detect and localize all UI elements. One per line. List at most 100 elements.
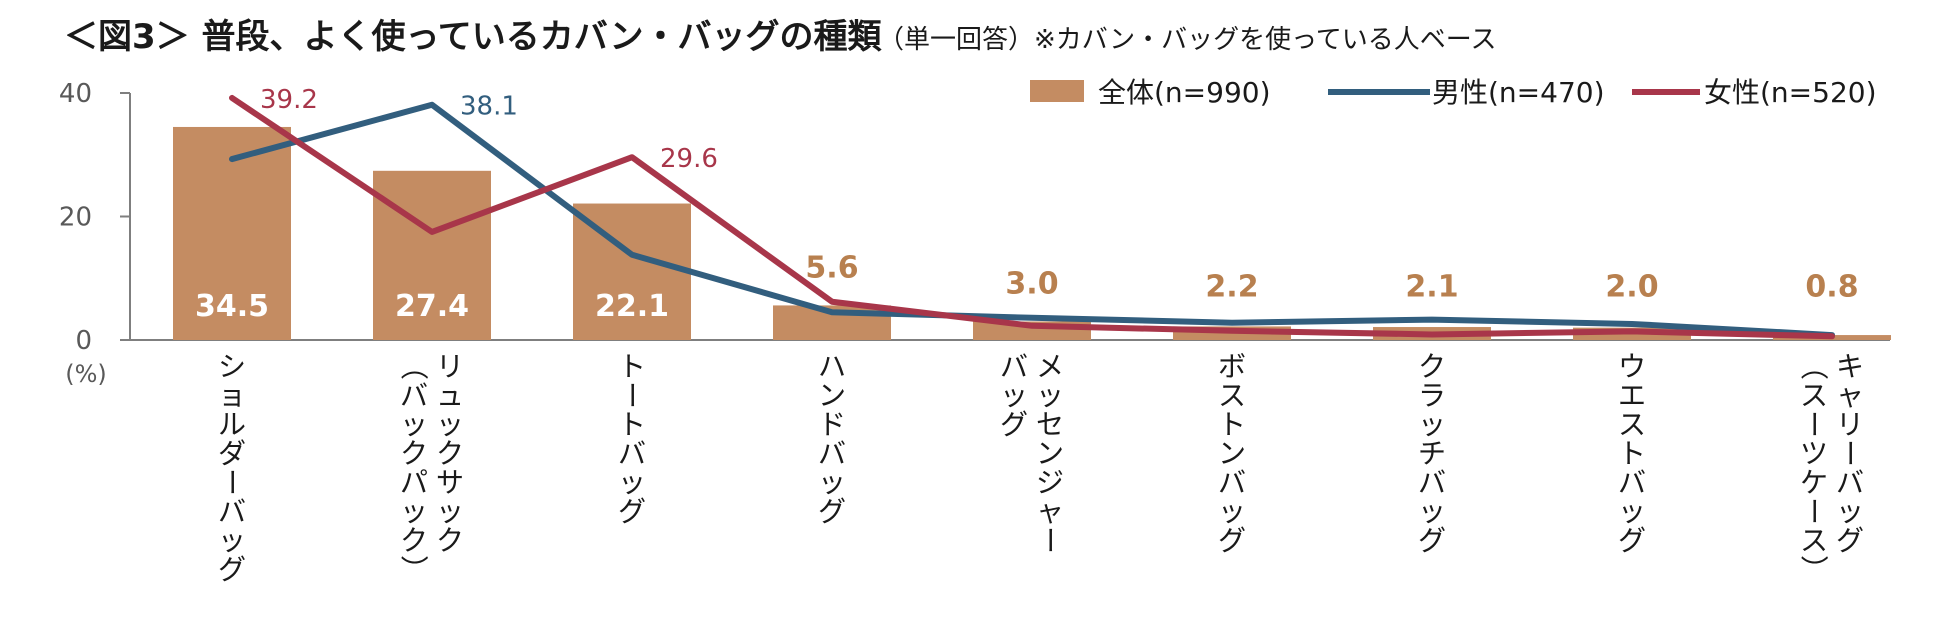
category-label-char: ク bbox=[436, 437, 464, 470]
category-label-char: ッ bbox=[436, 495, 464, 528]
category-label-char: ） bbox=[1797, 555, 1830, 583]
category-label-char: ー bbox=[1833, 439, 1866, 467]
category-label-char: グ bbox=[818, 495, 846, 528]
category-label-char: シ bbox=[218, 350, 246, 383]
data-label-total: 5.6 bbox=[805, 250, 858, 285]
category-label-char: ッ bbox=[618, 466, 646, 499]
category-label-char: グ bbox=[1418, 524, 1446, 557]
data-label-total: 2.2 bbox=[1205, 270, 1258, 305]
category-label-char: ク bbox=[400, 437, 428, 470]
category-label-char: ト bbox=[1218, 408, 1246, 441]
category-label-char: ト bbox=[1618, 437, 1646, 470]
data-label-total: 2.1 bbox=[1405, 270, 1458, 305]
category-label-char: ス bbox=[1218, 379, 1246, 412]
data-label-total: 22.1 bbox=[595, 289, 669, 324]
category-label-char: （ bbox=[397, 352, 430, 380]
category-label-char: ク bbox=[1418, 350, 1446, 383]
legend-label-total: 全体(n=990) bbox=[1098, 76, 1271, 109]
category-label-char: ス bbox=[1618, 408, 1646, 441]
category-label-char: （ bbox=[1797, 352, 1830, 380]
category-label-char: ト bbox=[618, 350, 646, 383]
category-label-char: ッ bbox=[1036, 379, 1064, 412]
legend-label-male: 男性(n=470) bbox=[1432, 76, 1605, 109]
category-label-char: ラ bbox=[1418, 379, 1446, 412]
category-label-char: ウ bbox=[1618, 350, 1646, 383]
chart-title-note: （単一回答）※カバン・バッグを使っている人ベース bbox=[878, 25, 1497, 55]
category-label-char: ト bbox=[618, 408, 646, 441]
category-label-char: グ bbox=[1836, 524, 1864, 557]
category-label-char: ー bbox=[1797, 497, 1830, 525]
y-tick-label: 40 bbox=[59, 79, 92, 109]
data-label-total: 34.5 bbox=[195, 289, 269, 324]
category-label-char: リ bbox=[1836, 408, 1864, 441]
data-label-male: 38.1 bbox=[460, 92, 518, 122]
category-label-char: ド bbox=[818, 408, 846, 441]
category-label-char: バ bbox=[1218, 466, 1246, 499]
y-axis-unit: (%) bbox=[65, 360, 107, 388]
category-label-char: ダ bbox=[218, 437, 246, 470]
category-label-char: ル bbox=[218, 408, 246, 441]
bar-total bbox=[373, 170, 491, 340]
legend-swatch-total bbox=[1030, 80, 1084, 102]
category-label-char: ャ bbox=[1836, 379, 1864, 412]
category-label-char: ハ bbox=[818, 350, 846, 383]
category-label-char: リ bbox=[436, 350, 464, 383]
data-label-total: 2.0 bbox=[1605, 270, 1658, 305]
category-label-char: ） bbox=[397, 555, 430, 583]
category-label-char: ッ bbox=[1418, 495, 1446, 528]
bar-total bbox=[173, 126, 291, 341]
category-label-char: ー bbox=[215, 468, 248, 496]
category-label-char: セ bbox=[1036, 408, 1064, 441]
category-label-char: エ bbox=[1618, 379, 1646, 412]
category-label-char: ッ bbox=[818, 466, 846, 499]
category-label-char: ス bbox=[1800, 379, 1828, 412]
category-label-char: ッ bbox=[1418, 408, 1446, 441]
category-label-char: バ bbox=[818, 437, 846, 470]
category-label-char: ッ bbox=[1000, 379, 1028, 412]
data-label-total: 27.4 bbox=[395, 289, 469, 324]
category-label-char: ッ bbox=[436, 408, 464, 441]
category-label-char: グ bbox=[618, 495, 646, 528]
category-label-char: ョ bbox=[218, 379, 246, 412]
category-label-char: ッ bbox=[1218, 495, 1246, 528]
data-label-total: 3.0 bbox=[1005, 266, 1058, 301]
category-label-char: サ bbox=[436, 466, 464, 499]
category-label-char: パ bbox=[400, 466, 428, 499]
category-label-char: グ bbox=[218, 553, 246, 586]
category-label-char: グ bbox=[1218, 524, 1246, 557]
y-tick-label: 0 bbox=[75, 326, 92, 356]
category-label-char: バ bbox=[1418, 466, 1446, 499]
category-label-char: キ bbox=[1836, 350, 1864, 383]
category-label-char: ュ bbox=[436, 379, 464, 412]
category-label-char: ッ bbox=[1836, 495, 1864, 528]
category-label-char: ッ bbox=[400, 408, 428, 441]
category-label-char: バ bbox=[1836, 466, 1864, 499]
category-label-char: メ bbox=[1036, 350, 1064, 383]
category-label-char: グ bbox=[1000, 408, 1028, 441]
legend: 全体(n=990) 男性(n=470) 女性(n=520) bbox=[1030, 76, 1877, 109]
data-label-female: 39.2 bbox=[260, 85, 318, 115]
category-label-char: ツ bbox=[1800, 437, 1828, 470]
category-label-char: ー bbox=[1033, 526, 1066, 554]
category-label-char: バ bbox=[1618, 466, 1646, 499]
data-label-total: 0.8 bbox=[1805, 270, 1858, 305]
category-label-char: ッ bbox=[400, 495, 428, 528]
chart-title: ＜図3＞ 普段、よく使っているカバン・バッグの種類 bbox=[64, 17, 882, 57]
category-label-char: ス bbox=[1800, 524, 1828, 557]
category-label-char: グ bbox=[1618, 524, 1646, 557]
category-label-char: ジ bbox=[1036, 466, 1064, 499]
category-label-char: チ bbox=[1418, 437, 1446, 470]
category-label-char: バ bbox=[400, 379, 428, 412]
category-label-char: ボ bbox=[1218, 350, 1246, 383]
category-label-char: ッ bbox=[218, 524, 246, 557]
